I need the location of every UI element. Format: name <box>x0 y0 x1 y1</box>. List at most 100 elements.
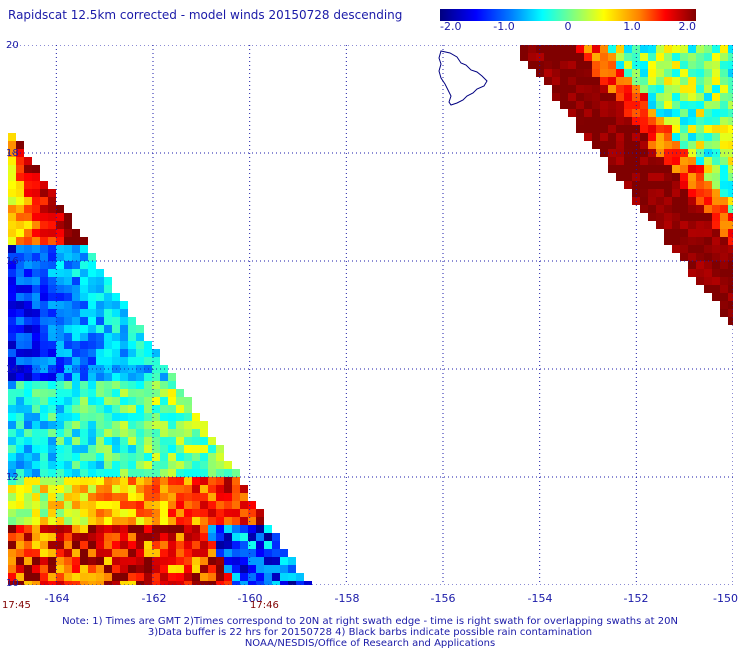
swath-cell <box>640 157 648 165</box>
swath-cell <box>672 157 680 165</box>
colorbar-tick: -2.0 <box>440 20 462 33</box>
swath-cell <box>640 197 648 205</box>
swath-cell <box>240 525 248 533</box>
swath-cell <box>8 421 16 429</box>
swath-cell <box>240 493 248 501</box>
swath-cell <box>144 349 152 357</box>
swath-cell <box>136 389 144 397</box>
swath-cell <box>664 229 672 237</box>
swath-cell <box>152 373 160 381</box>
swath-cell <box>72 405 80 413</box>
swath-cell <box>176 469 184 477</box>
swath-cell <box>152 581 160 585</box>
swath-cell <box>728 165 733 173</box>
swath-cell <box>192 437 200 445</box>
swath-cell <box>72 437 80 445</box>
swath-cell <box>640 133 648 141</box>
swath-cell <box>240 565 248 573</box>
swath-cell <box>616 93 624 101</box>
swath-cell <box>40 245 48 253</box>
swath-cell <box>8 397 16 405</box>
swath-cell <box>200 453 208 461</box>
swath-cell <box>720 77 728 85</box>
swath-cell <box>264 549 272 557</box>
swath-cell <box>696 85 704 93</box>
swath-cell <box>48 477 56 485</box>
swath-cell <box>136 477 144 485</box>
swath-cell <box>40 381 48 389</box>
swath-cell <box>216 493 224 501</box>
swath-cell <box>32 285 40 293</box>
swath-cell <box>184 461 192 469</box>
swath-cell <box>40 405 48 413</box>
swath-cell <box>88 277 96 285</box>
swath-cell <box>48 413 56 421</box>
swath-cell <box>64 301 72 309</box>
swath-cell <box>96 549 104 557</box>
swath-cell <box>240 485 248 493</box>
swath-cell <box>16 157 24 165</box>
swath-cell <box>232 493 240 501</box>
swath-cell <box>696 197 704 205</box>
swath-cell <box>104 301 112 309</box>
swath-cell <box>704 125 712 133</box>
swath-cell <box>48 245 56 253</box>
swath-cell <box>704 245 712 253</box>
swath-cell <box>720 309 728 317</box>
swath-cell <box>32 309 40 317</box>
swath-cell <box>96 301 104 309</box>
swath-cell <box>32 269 40 277</box>
swath-cell <box>648 93 656 101</box>
swath-cell <box>24 309 32 317</box>
swath-cell <box>72 277 80 285</box>
swath-cell <box>144 421 152 429</box>
swath-cell <box>680 221 688 229</box>
swath-cell <box>168 381 176 389</box>
swath-cell <box>104 325 112 333</box>
swath-cell <box>184 565 192 573</box>
swath-cell <box>176 389 184 397</box>
swath-cell <box>32 397 40 405</box>
swath-cell <box>600 93 608 101</box>
swath-cell <box>136 325 144 333</box>
swath-cell <box>24 493 32 501</box>
swath-cell <box>184 525 192 533</box>
swath-cell <box>288 565 296 573</box>
swath-cell <box>136 349 144 357</box>
swath-cell <box>16 325 24 333</box>
swath-cell <box>40 181 48 189</box>
swath-cell <box>104 557 112 565</box>
swath-cell <box>240 573 248 581</box>
swath-cell <box>152 501 160 509</box>
swath-cell <box>72 285 80 293</box>
swath-cell <box>176 405 184 413</box>
swath-cell <box>72 349 80 357</box>
swath-cell <box>56 389 64 397</box>
swath-cell <box>592 125 600 133</box>
swath-cell <box>88 517 96 525</box>
swath-cell <box>64 261 72 269</box>
swath-cell <box>672 53 680 61</box>
swath-cell <box>32 461 40 469</box>
swath-cell <box>696 189 704 197</box>
swath-cell <box>72 461 80 469</box>
swath-cell <box>80 277 88 285</box>
swath-cell <box>168 429 176 437</box>
swath-cell <box>64 389 72 397</box>
swath-cell <box>64 245 72 253</box>
swath-cell <box>224 461 232 469</box>
swath-cell <box>704 109 712 117</box>
swath-cell <box>96 493 104 501</box>
swath-cell <box>160 541 168 549</box>
swath-cell <box>136 461 144 469</box>
swath-cell <box>728 317 733 325</box>
swath-cell <box>616 85 624 93</box>
swath-cell <box>704 45 712 53</box>
swath-cell <box>120 533 128 541</box>
swath-cell <box>200 557 208 565</box>
swath-cell <box>184 493 192 501</box>
swath-cell <box>568 45 576 53</box>
swath-cell <box>88 373 96 381</box>
swath-cell <box>552 77 560 85</box>
swath-cell <box>96 445 104 453</box>
